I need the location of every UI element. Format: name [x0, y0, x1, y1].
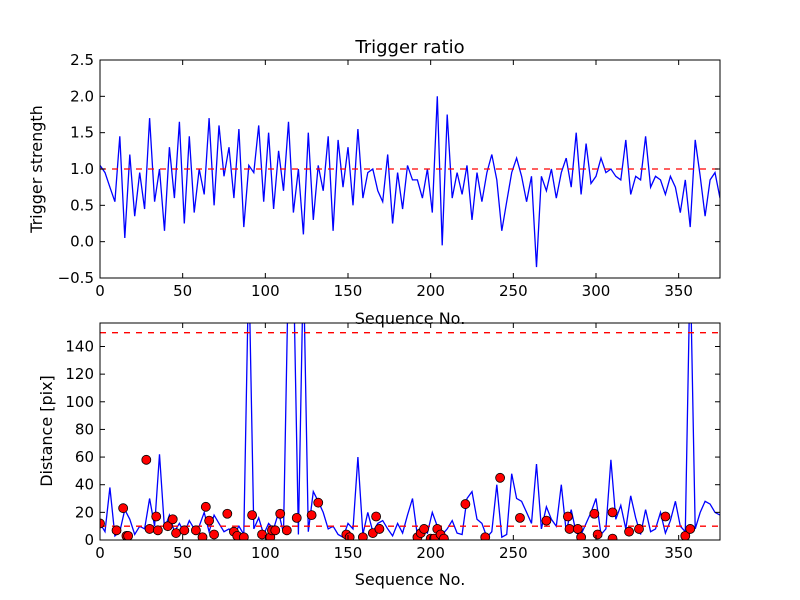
data-point-marker: [281, 525, 292, 536]
data-point-marker: [152, 525, 163, 536]
y-tick-label: 120: [65, 365, 94, 383]
data-point-marker: [151, 511, 162, 522]
data-point-marker: [179, 525, 190, 536]
y-tick-label: 2.0: [70, 87, 94, 105]
data-point-marker: [222, 508, 233, 519]
data-point-marker: [291, 512, 302, 523]
x-tick-label: 50: [173, 544, 192, 562]
y-tick-label: 2.5: [70, 51, 94, 69]
data-point-marker: [141, 454, 152, 465]
x-tick-label: 200: [416, 282, 445, 300]
data-point-marker: [118, 503, 129, 514]
x-tick-label: 200: [416, 544, 445, 562]
data-point-marker: [438, 533, 449, 540]
data-point-marker: [572, 524, 583, 534]
data-point-marker: [306, 510, 317, 521]
data-point-marker: [480, 532, 491, 540]
data-point-marker: [660, 511, 671, 522]
bottom-xlabel: Sequence No.: [355, 570, 466, 589]
y-tick-label: 0.5: [70, 196, 94, 214]
data-point-marker: [209, 529, 219, 540]
data-point-marker: [634, 524, 644, 534]
data-point-marker: [197, 532, 208, 540]
data-point-marker: [624, 526, 634, 537]
x-tick-label: 350: [664, 544, 693, 562]
data-point-marker: [123, 530, 134, 540]
data-point-marker: [576, 532, 587, 540]
x-tick-label: 300: [582, 282, 611, 300]
x-tick-label: 50: [173, 282, 192, 300]
data-point-marker: [275, 508, 286, 519]
data-point-marker: [204, 515, 215, 526]
top-axes: 0 50 100 150 200 250 300 350 −0.5 0.0 0.5 1.0 1.5 2.0…: [58, 51, 721, 300]
data-point-marker: [344, 532, 355, 540]
data-point-marker: [357, 532, 368, 540]
series-line-1-0: [100, 323, 720, 539]
x-tick-label: 150: [334, 544, 363, 562]
bottom-ylabel: Distance [pix]: [37, 375, 56, 487]
data-point-marker: [238, 532, 249, 540]
data-point-marker: [541, 515, 552, 526]
y-tick-label: 0.0: [70, 233, 94, 251]
data-point-marker: [167, 514, 178, 525]
y-tick-label: 0: [84, 531, 94, 549]
y-tick-label: 140: [65, 337, 94, 355]
y-tick-label: 60: [75, 448, 94, 466]
y-tick-label: 40: [75, 476, 94, 494]
data-point-marker: [111, 525, 122, 536]
y-tick-label: 80: [75, 420, 94, 438]
x-tick-label: 0: [95, 282, 105, 300]
data-point-marker: [100, 518, 105, 529]
data-point-marker: [607, 533, 618, 540]
x-tick-label: 150: [334, 282, 363, 300]
top-ylabel: Trigger strength: [27, 105, 46, 234]
data-point-marker: [162, 521, 173, 532]
data-point-marker: [270, 525, 281, 536]
data-point-marker: [313, 497, 324, 508]
data-point-marker: [592, 529, 603, 540]
y-tick-label: −0.5: [58, 269, 94, 287]
data-point-marker: [419, 524, 429, 534]
x-tick-label: 100: [251, 282, 280, 300]
data-point-marker: [562, 511, 573, 522]
x-tick-label: 250: [499, 544, 528, 562]
data-point-marker: [247, 510, 258, 521]
data-point-marker: [685, 524, 696, 534]
y-tick-label: 100: [65, 393, 94, 411]
data-point-marker: [190, 525, 201, 536]
bottom-axes: 0 50 100 150 200 250 300 350 0 20 40 60 80 100 120 140: [65, 322, 721, 562]
data-point-marker: [564, 524, 575, 534]
data-point-marker: [144, 524, 155, 534]
x-tick-label: 100: [251, 544, 280, 562]
data-point-marker: [371, 511, 382, 522]
x-tick-label: 300: [582, 544, 611, 562]
data-point-marker: [495, 472, 506, 483]
top-xlabel: Sequence No.: [355, 309, 466, 328]
data-point-marker: [680, 530, 691, 540]
x-tick-label: 350: [664, 282, 693, 300]
data-point-marker: [607, 507, 618, 518]
y-tick-label: 1.0: [70, 160, 94, 178]
data-point-marker: [589, 508, 600, 519]
y-tick-label: 1.5: [70, 124, 94, 142]
data-point-marker: [374, 524, 385, 534]
series-line-0-0: [100, 96, 720, 268]
x-tick-label: 0: [95, 544, 105, 562]
data-point-marker: [200, 501, 211, 512]
axes-frame: [99, 322, 721, 541]
data-point-marker: [515, 512, 525, 523]
data-point-marker: [460, 499, 471, 509]
x-tick-label: 250: [499, 282, 528, 300]
chart-title: Trigger ratio: [354, 37, 464, 58]
data-point-marker: [171, 528, 181, 538]
y-tick-label: 20: [75, 503, 94, 521]
